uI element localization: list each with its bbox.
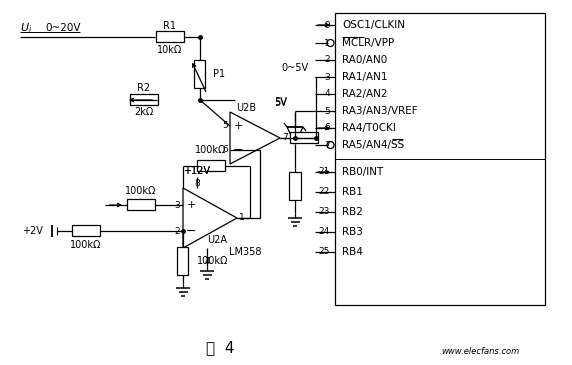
Polygon shape bbox=[287, 127, 303, 144]
Text: 9: 9 bbox=[324, 20, 330, 30]
Text: 5V: 5V bbox=[274, 97, 287, 107]
Bar bbox=[177, 247, 188, 275]
Text: +12V: +12V bbox=[184, 166, 210, 176]
Bar bbox=[289, 172, 301, 200]
Text: 1: 1 bbox=[239, 214, 245, 223]
Text: www.elecfans.com: www.elecfans.com bbox=[441, 347, 519, 357]
Text: 22: 22 bbox=[319, 188, 330, 196]
Text: +: + bbox=[233, 121, 243, 131]
Text: RA2/AN2: RA2/AN2 bbox=[342, 89, 387, 99]
Text: 23: 23 bbox=[319, 207, 330, 216]
Text: RB0/INT: RB0/INT bbox=[342, 167, 383, 177]
Text: 图  4: 图 4 bbox=[206, 341, 235, 356]
Text: 6: 6 bbox=[324, 123, 330, 132]
Polygon shape bbox=[183, 188, 237, 248]
Text: 0~20V: 0~20V bbox=[45, 23, 81, 33]
Bar bbox=[194, 60, 205, 88]
Text: MCLR/VPP: MCLR/VPP bbox=[342, 38, 394, 48]
Text: 5: 5 bbox=[324, 107, 330, 115]
Text: 100kΩ: 100kΩ bbox=[197, 256, 228, 266]
Text: $U_i$: $U_i$ bbox=[20, 21, 32, 35]
Text: RB2: RB2 bbox=[342, 207, 363, 217]
Text: 1: 1 bbox=[324, 38, 330, 47]
Text: −: − bbox=[233, 143, 243, 157]
Text: 2kΩ: 2kΩ bbox=[134, 107, 154, 117]
Text: RB3: RB3 bbox=[342, 227, 363, 237]
Text: 5V: 5V bbox=[274, 98, 287, 108]
Text: 25: 25 bbox=[319, 247, 330, 257]
Text: 100kΩ: 100kΩ bbox=[70, 240, 102, 250]
Text: U2B: U2B bbox=[236, 103, 256, 113]
Text: R1: R1 bbox=[164, 21, 177, 31]
Text: 10kΩ: 10kΩ bbox=[157, 45, 182, 55]
Text: R2: R2 bbox=[137, 83, 150, 93]
Text: 7: 7 bbox=[282, 134, 288, 142]
Text: U2A: U2A bbox=[207, 235, 227, 245]
Text: P1: P1 bbox=[213, 69, 225, 79]
Text: +: + bbox=[186, 200, 196, 210]
Text: 7: 7 bbox=[324, 141, 330, 150]
Text: RA1/AN1: RA1/AN1 bbox=[342, 72, 387, 82]
Bar bbox=[130, 94, 158, 105]
Text: 2: 2 bbox=[174, 227, 180, 235]
Text: 0~5V: 0~5V bbox=[281, 63, 308, 73]
Text: 6: 6 bbox=[223, 146, 228, 154]
Text: 3: 3 bbox=[324, 73, 330, 81]
Text: +2V: +2V bbox=[22, 226, 43, 236]
Text: RB1: RB1 bbox=[342, 187, 363, 197]
Text: 100kΩ: 100kΩ bbox=[195, 145, 227, 155]
Text: OSC1/CLKIN: OSC1/CLKIN bbox=[342, 20, 405, 30]
Bar bbox=[290, 132, 318, 143]
Text: +12V: +12V bbox=[184, 166, 210, 176]
Text: −: − bbox=[186, 224, 196, 238]
Text: 100kΩ: 100kΩ bbox=[125, 186, 157, 196]
Bar bbox=[156, 31, 184, 42]
Text: 4: 4 bbox=[324, 89, 330, 99]
Text: LM358: LM358 bbox=[229, 247, 261, 257]
Text: 2: 2 bbox=[324, 55, 330, 65]
Text: 21: 21 bbox=[319, 168, 330, 177]
Text: RA0/AN0: RA0/AN0 bbox=[342, 55, 387, 65]
Text: 8: 8 bbox=[194, 180, 200, 188]
Text: 4: 4 bbox=[204, 257, 210, 266]
Text: RB4: RB4 bbox=[342, 247, 363, 257]
Text: 3: 3 bbox=[174, 200, 180, 210]
Bar bbox=[335, 13, 545, 305]
Text: RA5/AN4/SS: RA5/AN4/SS bbox=[342, 140, 404, 150]
Text: 5: 5 bbox=[223, 122, 228, 131]
Bar bbox=[197, 160, 225, 171]
Text: RA4/T0CKI: RA4/T0CKI bbox=[342, 123, 396, 133]
Text: 24: 24 bbox=[319, 227, 330, 237]
Bar bbox=[72, 225, 100, 236]
Text: RA3/AN3/VREF: RA3/AN3/VREF bbox=[342, 106, 418, 116]
Bar bbox=[127, 199, 155, 210]
Polygon shape bbox=[230, 112, 280, 164]
